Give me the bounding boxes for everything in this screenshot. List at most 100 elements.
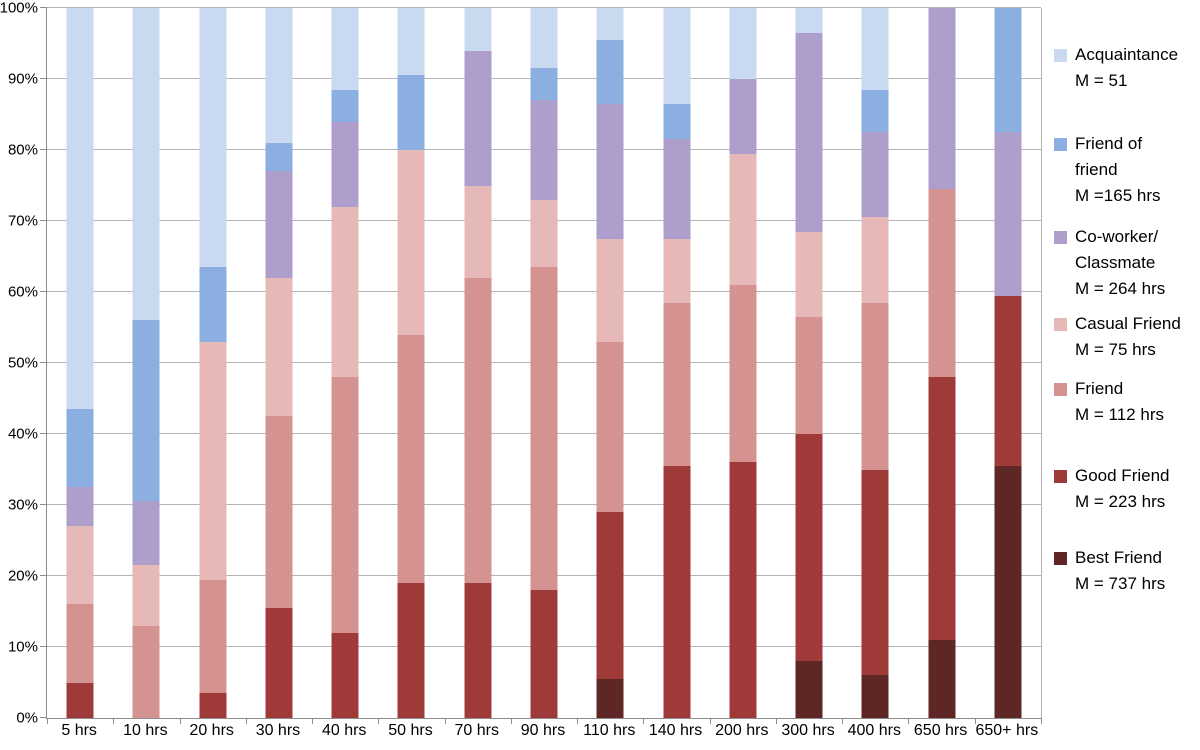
legend-item: Friend of friend M =165 hrs [1054,131,1161,209]
legend-swatch [1054,49,1067,62]
y-tick-label: 70% [7,212,38,230]
x-category-label: 650+ hrs [975,722,1039,739]
y-tick-label: 80% [7,141,38,159]
bar-segment-good-friend [265,607,293,718]
category-slot [908,8,974,718]
bar-segment-acquaintance [795,8,823,33]
bar-segment-co-worker-classmate [795,32,823,232]
bar-segment-casual-friend [530,199,558,268]
bar-segment-casual-friend [199,341,227,580]
y-tick-label: 40% [7,425,38,443]
bar-segment-friend-of-friend [663,103,691,140]
x-category-label: 300 hrs [781,722,835,739]
stacked-bar-650+-hrs [994,8,1022,718]
x-tick [47,718,48,724]
bar-segment-best-friend [596,678,624,718]
bar-segment-good-friend [994,295,1022,466]
category-slot [378,8,444,718]
stacked-bar-50-hrs [397,8,425,718]
bar-segment-friend-of-friend [861,89,889,133]
bar-segment-friend [795,316,823,435]
y-tick [40,78,47,79]
x-category-label: 650 hrs [913,722,968,739]
bar-segment-best-friend [861,675,889,718]
legend-label: Best Friend M = 737 hrs [1075,548,1166,593]
category-slot [113,8,179,718]
bar-segment-friend [530,267,558,591]
bar-segment-friend [331,377,359,633]
bar-segment-friend [265,416,293,608]
bar-segment-acquaintance [663,8,691,104]
bar-segment-acquaintance [66,8,94,410]
legend-item: Co-worker/ Classmate M = 264 hrs [1054,224,1165,302]
category-slot [643,8,709,718]
stacked-bar-400-hrs [861,8,889,718]
x-tick [775,718,777,724]
bar-segment-co-worker-classmate [265,171,293,278]
bar-segment-co-worker-classmate [66,487,94,527]
bar-segment-acquaintance [132,8,160,321]
stacked-bar-20-hrs [199,8,227,718]
x-category-label: 200 hrs [715,722,769,739]
bars-container [47,8,1041,718]
bar-segment-casual-friend [397,150,425,335]
bar-segment-casual-friend [464,185,492,278]
y-tick-label: 0% [16,709,38,727]
x-category-label: 10 hrs [123,722,168,739]
y-tick-label: 10% [7,638,38,656]
bar-segment-friend-of-friend [596,40,624,104]
y-tick [40,220,47,221]
stacked-bar-30-hrs [265,8,293,718]
bar-segment-best-friend [795,661,823,718]
bar-segment-best-friend [928,639,956,718]
bar-segment-good-friend [596,512,624,679]
category-slot [577,8,643,718]
y-axis-labels: 0% 10% 20% 30% 40% 50% 60% 70% 80% 90% 100% [0,1,40,726]
x-axis-labels: 5 hrs 10 hrs 20 hrs 30 hrs 40 hrs 50 hrs 70 hr… [46,722,1040,740]
bar-segment-casual-friend [795,231,823,317]
x-tick [510,718,512,724]
category-slot [312,8,378,718]
bar-segment-co-worker-classmate [331,121,359,207]
bar-segment-good-friend [199,693,227,718]
chart-legend: Acquaintance M = 51 Friend of friend M =1… [1048,0,1200,750]
x-category-label: 30 hrs [255,722,301,739]
y-tick [40,717,47,718]
y-tick-label: 60% [7,283,38,301]
stacked-bar-90-hrs [530,8,558,718]
x-tick [577,718,579,724]
bar-segment-co-worker-classmate [663,139,691,239]
y-tick [40,504,47,505]
category-slot [842,8,908,718]
bar-segment-good-friend [530,590,558,718]
stacked-bar-300-hrs [795,8,823,718]
bar-segment-acquaintance [861,8,889,90]
bar-segment-co-worker-classmate [530,100,558,200]
x-category-label: 70 hrs [454,722,499,739]
stacked-bar-5-hrs [66,8,94,718]
legend-item: Acquaintance M = 51 [1054,42,1178,94]
legend-item: Best Friend M = 737 hrs [1054,545,1165,597]
x-category-label: 400 hrs [847,722,901,739]
x-category-label: 20 hrs [189,722,234,739]
legend-label: Acquaintance M = 51 [1075,45,1179,90]
bar-segment-friend [729,284,757,463]
bar-segment-acquaintance [464,8,492,51]
bar-segment-good-friend [861,469,889,676]
bar-segment-acquaintance [596,8,624,40]
y-tick-label: 100% [0,0,38,17]
y-tick [40,646,47,647]
legend-item: Good Friend M = 223 hrs [1054,463,1170,515]
x-category-label: 5 hrs [61,722,97,739]
legend-swatch [1054,318,1067,331]
y-tick [40,149,47,150]
bar-segment-friend [132,625,160,718]
gridline-100% [47,7,1041,8]
bar-segment-good-friend [397,583,425,718]
stacked-bar-650-hrs [928,8,956,718]
bar-segment-friend-of-friend [199,267,227,342]
stacked-bar-40-hrs [331,8,359,718]
bar-segment-friend-of-friend [530,68,558,101]
category-slot [511,8,577,718]
x-tick [378,718,380,724]
